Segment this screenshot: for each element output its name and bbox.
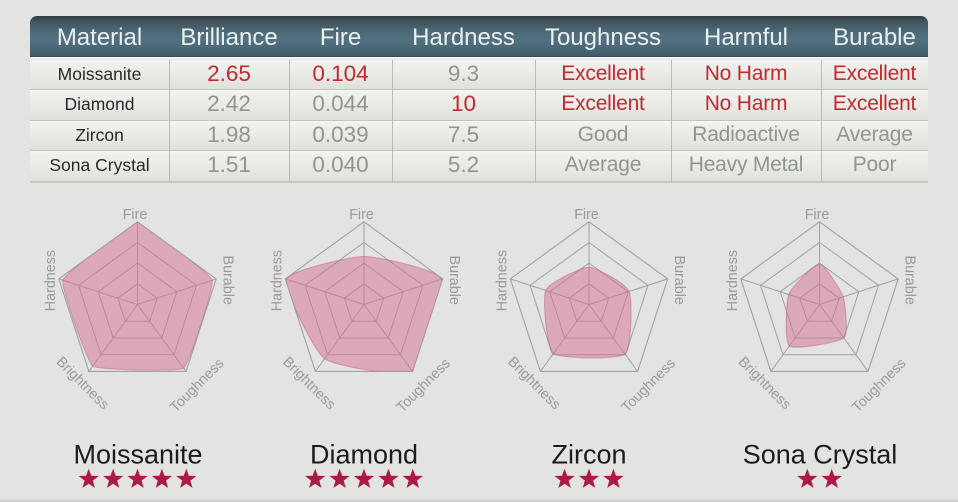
svg-text:Hardness: Hardness — [43, 250, 59, 311]
svg-text:Diamond: Diamond — [310, 440, 418, 470]
svg-text:Toughness: Toughness — [849, 356, 909, 416]
svg-text:Burable: Burable — [902, 256, 918, 305]
svg-text:Fire: Fire — [123, 207, 148, 223]
svg-text:Hardness: Hardness — [725, 250, 741, 311]
svg-text:Fire: Fire — [349, 207, 374, 223]
svg-text:Brightness: Brightness — [504, 354, 563, 413]
svg-text:Toughness: Toughness — [619, 356, 679, 416]
svg-text:Burable: Burable — [671, 256, 687, 305]
svg-text:Moissanite: Moissanite — [73, 440, 202, 470]
svg-text:Burable: Burable — [446, 256, 462, 305]
svg-text:Zircon: Zircon — [551, 440, 626, 470]
svg-text:Brightness: Brightness — [279, 354, 338, 413]
svg-text:Sona Crystal: Sona Crystal — [743, 440, 898, 470]
svg-text:Brightness: Brightness — [735, 354, 794, 413]
svg-text:Hardness: Hardness — [269, 250, 285, 311]
svg-text:Burable: Burable — [220, 256, 236, 305]
svg-text:Hardness: Hardness — [494, 250, 510, 311]
svg-text:Fire: Fire — [574, 207, 599, 223]
svg-text:Fire: Fire — [805, 207, 830, 223]
